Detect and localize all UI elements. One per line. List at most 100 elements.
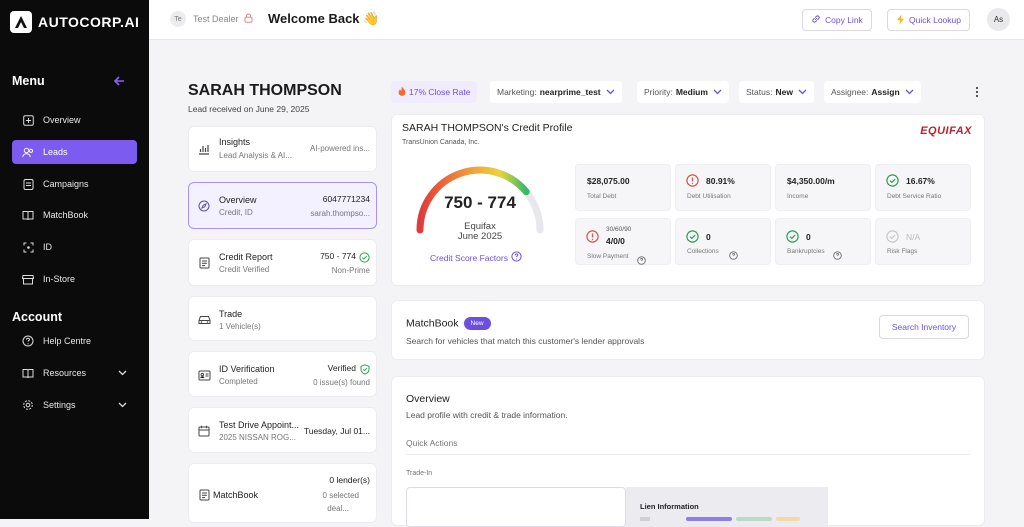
priority-dropdown[interactable]: Priority: Medium xyxy=(637,81,729,103)
sidebar-item-campaigns[interactable]: Campaigns xyxy=(12,172,137,196)
insights-right: AI-powered ins... xyxy=(309,144,370,153)
id-issues: 0 issue(s) found xyxy=(313,378,370,387)
overview-section-title: Overview xyxy=(406,393,450,405)
chevron-down-icon[interactable] xyxy=(118,401,127,410)
stat-value: 80.91% xyxy=(706,176,735,186)
matchbook-card[interactable]: MatchBook 0 lender(s) 0 selected deal... xyxy=(188,463,377,523)
overview-sub: Credit, ID xyxy=(219,208,253,217)
alert-circle-icon xyxy=(686,174,699,192)
assignee-dropdown[interactable]: Assignee: Assign xyxy=(824,81,921,103)
lead-phone: 6047771234 xyxy=(322,194,370,204)
trade-in-box[interactable] xyxy=(406,487,626,527)
account-heading: Account xyxy=(12,310,62,324)
help-circle-icon xyxy=(511,251,522,264)
book-icon xyxy=(22,209,34,221)
stat-value: 16.67% xyxy=(906,176,935,186)
help-circle-icon[interactable] xyxy=(637,252,646,270)
insights-sub: Lead Analysis & AI... xyxy=(219,151,292,160)
stat-value: 0 xyxy=(706,232,711,242)
marketing-dropdown[interactable]: Marketing: nearprime_test xyxy=(490,81,622,103)
stat-label: Slow Payment xyxy=(587,253,629,260)
lien-bar xyxy=(736,517,772,521)
stat-label: Income xyxy=(787,193,809,200)
user-avatar[interactable]: As xyxy=(987,8,1010,31)
overview-title: Overview xyxy=(219,195,257,205)
help-circle-icon[interactable] xyxy=(729,247,738,265)
lightning-icon xyxy=(896,14,905,27)
overview-desc: Lead profile with credit & trade informa… xyxy=(406,410,568,420)
document-icon xyxy=(197,256,211,270)
users-icon xyxy=(22,146,34,158)
chevron-down-icon[interactable] xyxy=(118,369,127,378)
matchbook-selected: 0 selected xyxy=(322,491,359,500)
search-inventory-button[interactable]: Search Inventory xyxy=(879,315,969,339)
sidebar-item-resources[interactable]: Resources xyxy=(12,361,137,385)
copy-link-label: Copy Link xyxy=(825,15,863,25)
id-verification-card[interactable]: ID Verification Completed Verified 0 iss… xyxy=(188,351,377,397)
more-options-icon[interactable] xyxy=(975,86,979,101)
quick-lookup-button[interactable]: Quick Lookup xyxy=(887,9,970,31)
credit-score-factors-link[interactable]: Credit Score Factors xyxy=(430,251,522,264)
assignee-value: Assign xyxy=(871,87,900,97)
link-icon xyxy=(811,14,821,26)
divider xyxy=(406,454,970,455)
credit-score-gauge xyxy=(416,166,544,234)
sidebar-item-help-centre[interactable]: Help Centre xyxy=(12,329,137,353)
sidebar-item-label: MatchBook xyxy=(43,210,89,220)
stat-value: 4/0/0 xyxy=(606,236,625,246)
copy-link-button[interactable]: Copy Link xyxy=(802,9,872,31)
logo[interactable]: AUTOCORP.AI xyxy=(10,11,139,33)
credit-profile-card: SARAH THOMPSON's Credit Profile TransUni… xyxy=(391,114,985,286)
stat-income: $4,350.00/m Income xyxy=(775,164,871,211)
status-dropdown[interactable]: Status: New xyxy=(739,81,814,103)
sidebar-item-overview[interactable]: Overview xyxy=(12,108,137,132)
sidebar-item-label: Resources xyxy=(43,368,87,378)
overview-section: Overview Lead profile with credit & trad… xyxy=(391,376,985,527)
chevron-down-icon xyxy=(905,88,914,97)
factors-link-label: Credit Score Factors xyxy=(430,252,508,263)
sidebar-item-id[interactable]: ID xyxy=(12,235,137,259)
chevron-down-icon xyxy=(798,88,807,97)
clipboard-icon xyxy=(22,178,34,190)
credit-report-sub: Credit Verified xyxy=(219,265,270,274)
sidebar-item-settings[interactable]: Settings xyxy=(12,393,137,417)
dealer-name: Test Dealer xyxy=(193,14,239,24)
logo-icon xyxy=(10,11,32,33)
sidebar-item-matchbook[interactable]: MatchBook xyxy=(12,203,137,227)
store-icon xyxy=(22,273,34,285)
book-icon xyxy=(22,367,34,379)
trade-card[interactable]: Trade 1 Vehicle(s) xyxy=(188,296,377,341)
plus-square-icon xyxy=(22,114,34,126)
shield-check-icon xyxy=(360,362,370,380)
close-rate-label: 17% Close Rate xyxy=(409,87,471,97)
help-circle-icon[interactable] xyxy=(833,247,842,265)
slow-payment-buckets: 30/60/90 xyxy=(606,226,632,233)
assignee-label: Assignee: xyxy=(831,87,869,97)
status-value: New xyxy=(775,87,793,97)
lien-information-panel: Lien Information xyxy=(626,487,828,527)
matchbook-desc: Search for vehicles that match this cust… xyxy=(406,336,645,346)
credit-report-card[interactable]: Credit Report Credit Verified 750 - 774 … xyxy=(188,239,377,286)
verified-status: Verified xyxy=(327,363,356,373)
overview-card[interactable]: Overview Credit, ID 6047771234 sarah.tho… xyxy=(188,182,377,229)
help-circle-icon xyxy=(22,335,34,347)
score-source: Equifax xyxy=(464,221,496,232)
lien-bar xyxy=(776,517,800,521)
test-drive-card[interactable]: Test Drive Appoint... 2025 NISSAN ROG...… xyxy=(188,407,377,453)
credit-tier: Non-Prime xyxy=(331,266,370,275)
quick-actions-label: Quick Actions xyxy=(406,438,458,448)
priority-label: Priority: xyxy=(644,87,673,97)
lien-title: Lien Information xyxy=(640,502,699,511)
score-date: June 2025 xyxy=(457,231,503,242)
stat-slow-payment: 30/60/90 4/0/0 Slow Payment xyxy=(575,218,671,265)
sidebar-item-in-store[interactable]: In-Store xyxy=(12,267,137,291)
sidebar-item-label: ID xyxy=(43,242,52,252)
credit-profile-title: SARAH THOMPSON's Credit Profile xyxy=(402,122,573,134)
stat-label: Debt Service Ratio xyxy=(887,193,942,200)
collapse-sidebar-arrow-icon[interactable] xyxy=(113,74,125,90)
insights-card[interactable]: Insights Lead Analysis & AI... AI-powere… xyxy=(188,126,377,172)
gear-icon xyxy=(22,399,34,411)
stat-total-debt: $28,075.00 Total Debt xyxy=(575,164,671,211)
score-range: 750 - 774 xyxy=(444,193,516,212)
sidebar-item-leads[interactable]: Leads xyxy=(12,140,137,164)
